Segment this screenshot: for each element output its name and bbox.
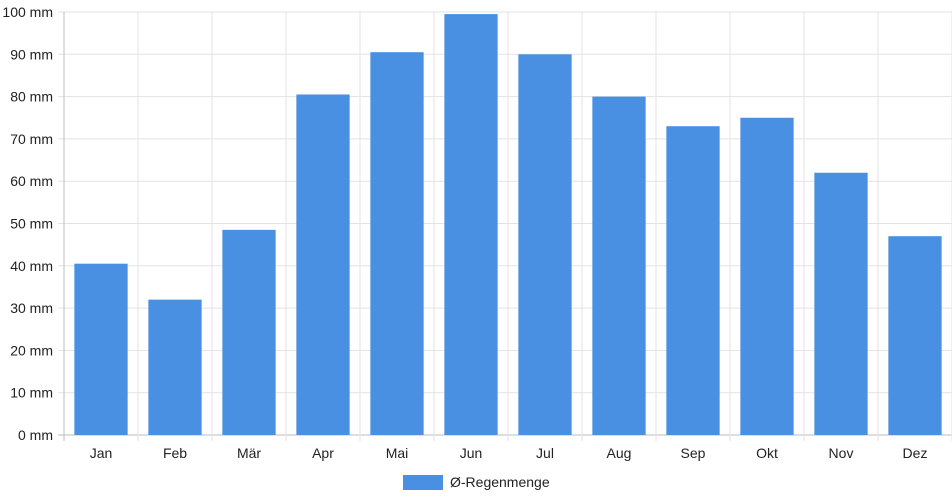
y-tick-label: 50 mm (10, 216, 53, 232)
y-tick-label: 30 mm (10, 300, 53, 316)
bar (592, 96, 646, 435)
y-tick-label: 0 mm (18, 427, 53, 443)
y-tick-label: 70 mm (10, 131, 53, 147)
x-tick-label: Jun (460, 445, 483, 461)
y-tick-label: 100 mm (2, 4, 53, 20)
y-tick-label: 60 mm (10, 173, 53, 189)
bar (518, 54, 572, 436)
bar (148, 299, 202, 435)
bar (370, 52, 424, 436)
x-tick-label: Feb (163, 445, 187, 461)
legend: Ø-Regenmenge (403, 474, 550, 490)
y-tick-label: 40 mm (10, 258, 53, 274)
bar (814, 172, 868, 436)
bar (74, 263, 128, 435)
x-axis-tick-labels: Jan Feb Mär Apr Mai Jun Jul Aug Sep Okt Nov Dez (90, 445, 928, 461)
x-tick-label: Dez (903, 445, 928, 461)
x-tick-label: Apr (312, 445, 334, 461)
y-tick-label: 10 mm (10, 385, 53, 401)
y-axis-tick-labels: 0 mm 10 mm 20 mm 30 mm 40 mm 50 mm 60 mm 70 mm 8… (2, 4, 53, 443)
bar (740, 117, 794, 435)
x-tick-label: Okt (756, 445, 778, 461)
x-tick-label: Mär (237, 445, 261, 461)
legend-label: Ø-Regenmenge (450, 474, 550, 490)
x-tick-label: Jan (90, 445, 113, 461)
grid (58, 11, 952, 441)
bar (444, 14, 498, 436)
y-tick-label: 80 mm (10, 89, 53, 105)
x-tick-label: Jul (536, 445, 554, 461)
y-tick-label: 90 mm (10, 46, 53, 62)
bar (888, 236, 942, 435)
x-tick-label: Mai (386, 445, 409, 461)
bar (666, 126, 720, 436)
legend-swatch (403, 475, 443, 490)
bars (74, 14, 942, 436)
bar (222, 229, 276, 435)
x-tick-label: Nov (829, 445, 854, 461)
x-tick-label: Sep (681, 445, 706, 461)
y-tick-label: 20 mm (10, 342, 53, 358)
bar (296, 94, 350, 436)
x-tick-label: Aug (607, 445, 632, 461)
